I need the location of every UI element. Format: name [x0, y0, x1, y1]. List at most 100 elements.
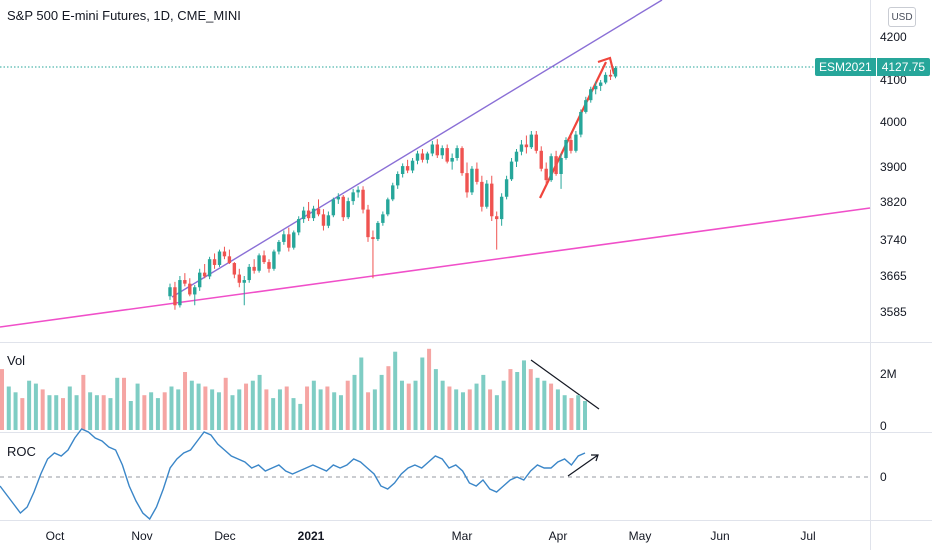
candle-body: [242, 280, 246, 283]
volume-bar: [481, 374, 486, 430]
volume-bar: [223, 377, 228, 430]
volume-bar: [169, 386, 174, 430]
candle-body: [173, 287, 177, 306]
volume-tick-label: 0: [880, 419, 887, 433]
candle-body: [420, 153, 425, 160]
price-tick-label: 3820: [880, 195, 907, 209]
candle-body: [504, 179, 509, 197]
candle-body: [400, 166, 405, 174]
volume-bar: [576, 395, 581, 430]
volume-trendline[interactable]: [530, 359, 600, 410]
volume-bar: [13, 392, 18, 430]
volume-bar: [6, 386, 11, 430]
candle-body: [485, 183, 489, 207]
roc-trend-arrow[interactable]: [567, 454, 599, 477]
volume-bar: [189, 380, 194, 430]
time-tick-label: May: [629, 529, 652, 543]
volume-bar: [521, 360, 526, 430]
candle-body: [232, 263, 237, 275]
candle-body: [396, 174, 400, 186]
candle-body: [584, 100, 588, 112]
last-price-value: 4127.75: [876, 58, 931, 76]
volume-bar: [549, 383, 554, 430]
roc-line: [0, 428, 586, 521]
price-tick-label: 3665: [880, 269, 907, 283]
candle-body: [306, 210, 311, 219]
volume-bar: [535, 377, 540, 430]
volume-bar: [427, 348, 432, 430]
volume-bar: [318, 389, 323, 430]
volume-bar: [20, 398, 25, 430]
price-tick-label: 4000: [880, 115, 907, 129]
candle-body: [608, 74, 613, 77]
time-axis[interactable]: Oct Nov Dec 2021 Mar Apr May Jun Jul: [46, 529, 816, 543]
volume-bar: [88, 392, 93, 430]
volume-bar: [406, 383, 411, 430]
volume-bar: [583, 401, 587, 430]
volume-bar: [338, 395, 343, 430]
volume-bar: [264, 389, 269, 430]
volume-bar: [366, 392, 371, 430]
candle-body: [227, 256, 232, 264]
candle-body: [178, 280, 182, 306]
volume-bar: [122, 377, 127, 430]
volume-bar: [454, 389, 459, 430]
time-tick-label: 2021: [298, 529, 325, 543]
candle-body: [262, 255, 266, 263]
price-tick-label: 3740: [880, 233, 907, 247]
volume-bar: [467, 389, 472, 430]
candle-body: [613, 67, 618, 77]
volume-bar: [162, 392, 167, 430]
support-trendline[interactable]: [0, 207, 871, 328]
volume-bar: [210, 389, 215, 430]
candle-body: [480, 181, 484, 207]
candle-body: [237, 274, 241, 283]
candle-body: [514, 151, 519, 162]
candle-body: [193, 287, 197, 295]
candle-body: [509, 161, 514, 180]
volume-bar: [230, 395, 235, 430]
candle-body: [519, 144, 524, 152]
currency-button[interactable]: USD: [888, 7, 916, 27]
volume-bar: [81, 374, 86, 430]
price-axis[interactable]: 3585 3665 3740 3820 3900 4000 4100 4200 2M 0 0: [880, 30, 907, 484]
volume-bar: [237, 389, 242, 430]
candle-body: [405, 166, 410, 171]
candle-body: [569, 140, 573, 151]
volume-bar: [128, 401, 133, 430]
candle-body: [252, 266, 256, 271]
volume-bar: [515, 372, 520, 430]
volume-bar: [61, 398, 66, 430]
candle-body: [346, 201, 350, 218]
volume-bar: [101, 395, 106, 430]
candle-body: [435, 144, 439, 156]
last-price-symbol: ESM2021: [815, 58, 876, 76]
candle-body: [579, 111, 583, 135]
candle-body: [386, 199, 390, 215]
volume-series: [0, 348, 587, 430]
candle-body: [554, 156, 558, 174]
volume-pane-label: Vol: [7, 353, 26, 368]
candle-body: [331, 199, 336, 216]
candle-body: [222, 251, 227, 257]
volume-bar: [420, 357, 425, 430]
candle-body: [440, 148, 444, 156]
candle-body: [207, 259, 212, 277]
upper-channel-trendline[interactable]: [171, 0, 663, 298]
volume-bar: [311, 380, 316, 430]
volume-bar: [108, 398, 113, 430]
volume-bar: [393, 351, 398, 430]
volume-bar: [460, 392, 465, 430]
price-tick-label: 3900: [880, 160, 907, 174]
volume-bar: [542, 380, 547, 430]
volume-bar: [447, 386, 452, 430]
last-price-tag: ESM2021 4127.75: [815, 58, 931, 76]
candle-body: [381, 214, 385, 223]
volume-bar: [142, 395, 147, 430]
time-tick-label: Jul: [800, 529, 815, 543]
candle-body: [470, 168, 474, 193]
candle-body: [539, 150, 543, 169]
candle-body: [430, 144, 435, 154]
volume-bar: [359, 357, 364, 430]
